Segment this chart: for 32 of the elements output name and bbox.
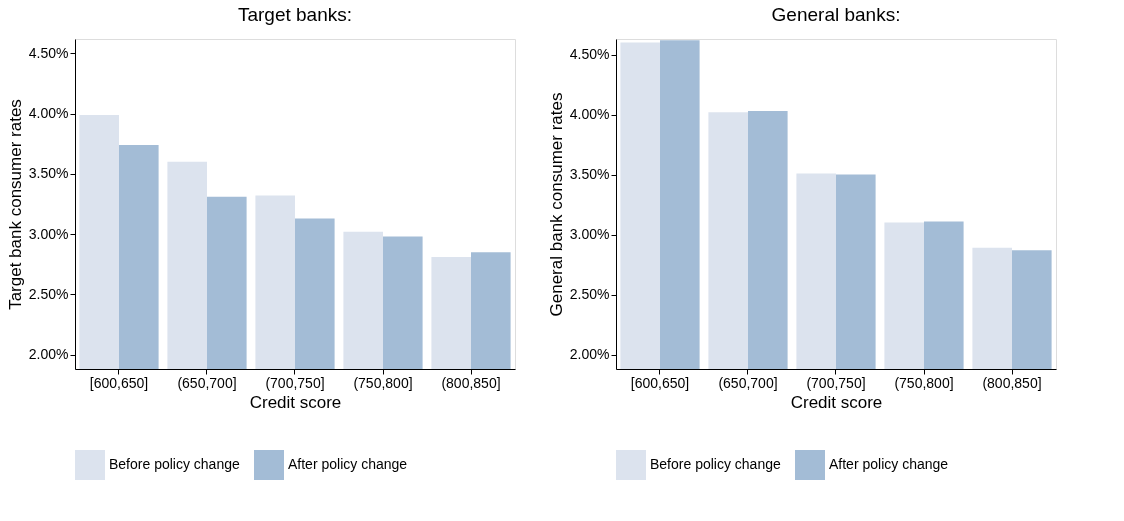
x-tick-label: (750,800] bbox=[353, 374, 413, 391]
chart-title: Target banks: bbox=[237, 4, 353, 25]
series-label: Before policy change bbox=[650, 456, 781, 472]
y-tick-label: 4.50% bbox=[569, 46, 610, 63]
x-tick-label: (650,700] bbox=[177, 374, 237, 391]
x-axis-title: Credit score bbox=[249, 392, 342, 412]
y-tick-label: 3.50% bbox=[569, 166, 610, 183]
y-tick-label: 3.00% bbox=[569, 226, 610, 243]
y-tick-label: 4.00% bbox=[28, 105, 69, 122]
y-tick-label: 2.50% bbox=[569, 286, 610, 303]
y-axis-title: Target bank consumer rates bbox=[5, 99, 25, 310]
x-tick-label: (800,850] bbox=[441, 374, 501, 391]
x-tick-label: [600,650] bbox=[89, 374, 149, 391]
x-tick-label: [600,650] bbox=[630, 374, 690, 391]
y-tick-label: 3.00% bbox=[28, 225, 69, 242]
x-tick-label: (700,750] bbox=[806, 374, 866, 391]
x-tick-label: (650,700] bbox=[718, 374, 778, 391]
legend-label: Before policy change bbox=[109, 456, 240, 472]
y-tick-label: 2.00% bbox=[569, 346, 610, 363]
chart-title: General banks: bbox=[771, 4, 901, 25]
y-tick-label: 2.00% bbox=[28, 346, 69, 363]
y-tick-label: 2.50% bbox=[28, 285, 69, 302]
y-axis-title: General bank consumer rates bbox=[546, 92, 566, 317]
x-axis-title: Credit score bbox=[790, 392, 883, 412]
y-tick-label: 4.00% bbox=[569, 106, 610, 123]
y-tick-label: 3.50% bbox=[28, 165, 69, 182]
x-tick-label: (700,750] bbox=[265, 374, 325, 391]
y-tick-label: 4.50% bbox=[28, 44, 69, 61]
x-tick-label: (800,850] bbox=[982, 374, 1042, 391]
legend-label: After policy change bbox=[288, 456, 408, 472]
x-tick-label: (750,800] bbox=[894, 374, 954, 391]
legend-label: After policy change bbox=[829, 456, 949, 472]
